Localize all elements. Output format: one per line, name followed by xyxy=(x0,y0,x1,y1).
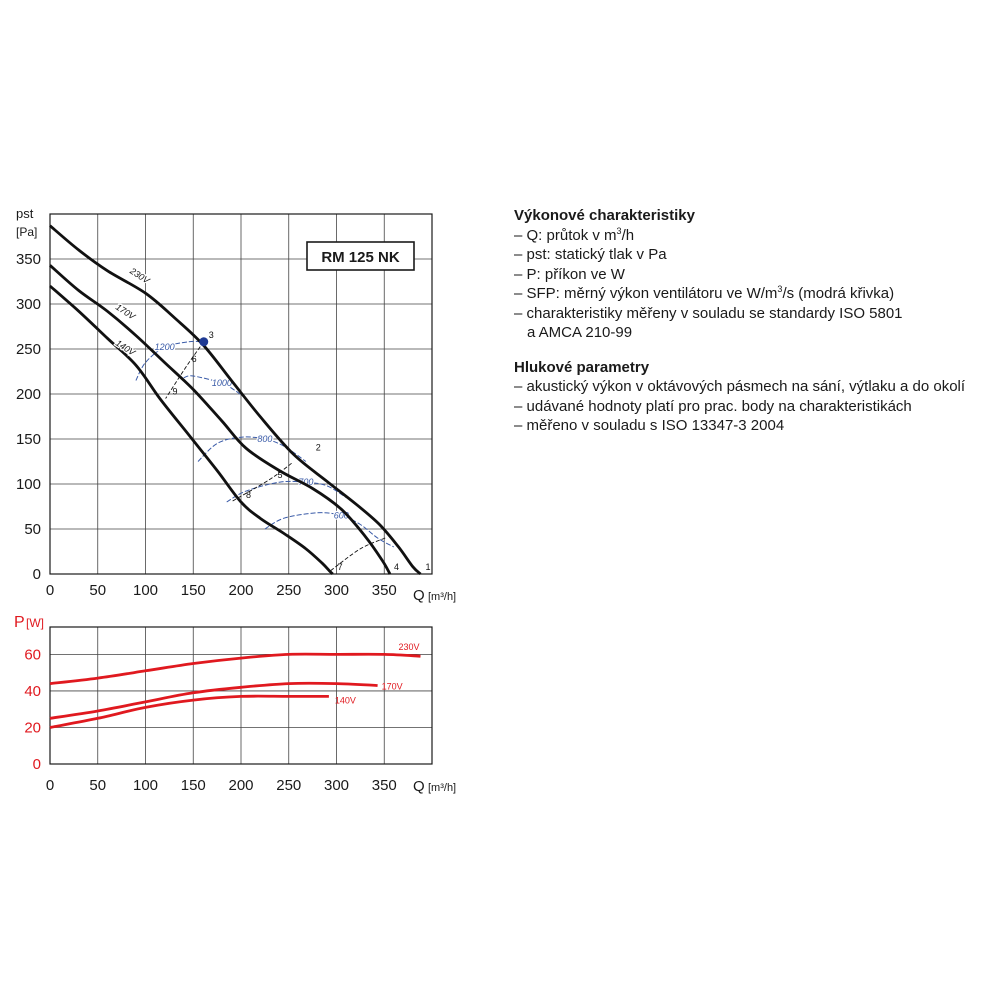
pressure-chart: 0 50 100 150 200 250 300 350 0 50 100 150 200 250 300 3… xyxy=(16,206,456,604)
perf-item-p: – P: příkon ve W xyxy=(514,265,625,283)
x-tick-label: 350 xyxy=(372,777,397,794)
x-tick-label: 200 xyxy=(228,777,253,794)
fan-curve-140v xyxy=(49,284,334,576)
x-tick-label: 100 xyxy=(133,777,158,794)
y-tick-label: 50 xyxy=(24,521,41,538)
point-marker: 8 xyxy=(246,490,251,500)
x-tick-label: 350 xyxy=(372,582,397,599)
fan-curve-170v xyxy=(49,264,392,575)
y-tick-label: 300 xyxy=(16,296,41,313)
sfp-curve xyxy=(226,480,347,503)
y-tick-label: 20 xyxy=(24,719,41,736)
x-tick-label: 0 xyxy=(46,777,54,794)
highlight-point xyxy=(199,337,209,347)
y-axis-unit: [Pa] xyxy=(16,225,37,239)
y-axis-unit: [W] xyxy=(26,616,44,630)
y-axis-label: P xyxy=(14,614,25,631)
plot-frame xyxy=(49,213,433,575)
perf-list: – Q: průtok v m3/h – pst: statický tlak … xyxy=(514,226,994,343)
y-axis-label: pst xyxy=(16,206,34,221)
perf-item-sfp: – SFP: měrný výkon ventilátoru ve W/m3/s… xyxy=(514,284,895,303)
x-tick-label: 150 xyxy=(181,582,206,599)
y-tick-label: 60 xyxy=(24,646,41,663)
noise-list: – akustický výkon v oktávových pásmech n… xyxy=(514,377,994,436)
x-tick-label: 300 xyxy=(324,777,349,794)
power-curve-label: 170V xyxy=(382,681,403,691)
y-tick-label: 150 xyxy=(16,431,41,448)
perf-item-standards-cont: a AMCA 210-99 xyxy=(527,324,633,341)
x-tick-label: 50 xyxy=(89,777,106,794)
point-marker: 5 xyxy=(278,470,283,480)
y-tick-label: 0 xyxy=(33,566,41,583)
sfp-curve xyxy=(264,512,395,548)
noise-item-power: – akustický výkon v oktávových pásmech n… xyxy=(514,378,966,395)
work-line xyxy=(232,462,292,502)
x-tick-label: 200 xyxy=(228,582,253,599)
y-tick-label: 200 xyxy=(16,386,41,403)
point-marker: 7 xyxy=(338,562,343,572)
sfp-label: 1200 xyxy=(155,342,175,352)
x-axis-unit: [m³/h] xyxy=(428,591,456,603)
x-tick-label: 250 xyxy=(276,582,301,599)
info-panel: Výkonové charakteristiky – Q: průtok v m… xyxy=(514,206,994,451)
power-curve-label: 140V xyxy=(335,695,356,705)
sfp-curve xyxy=(183,375,247,399)
perf-item-standards: – charakteristiky měřeny v souladu se st… xyxy=(514,304,903,322)
work-line xyxy=(329,537,386,572)
point-marker: 3 xyxy=(209,330,214,340)
x-tick-label: 100 xyxy=(133,582,158,599)
power-curve-230v xyxy=(49,652,421,685)
x-axis-unit: [m³/h] xyxy=(428,782,456,794)
sfp-label: 800 xyxy=(257,434,272,444)
chart-title: RM 125 NK xyxy=(321,249,400,266)
noise-item-values: – udávané hodnoty platí pro prac. body n… xyxy=(514,397,912,415)
y-tick-label: 40 xyxy=(24,683,41,700)
sfp-label: 700 xyxy=(298,477,313,487)
point-marker: 4 xyxy=(394,562,399,572)
point-marker: 2 xyxy=(316,442,321,452)
y-tick-label: 0 xyxy=(33,756,41,773)
power-curve-140v xyxy=(49,694,329,729)
point-marker: 1 xyxy=(426,562,431,572)
y-tick-label: 100 xyxy=(16,476,41,493)
x-tick-label: 150 xyxy=(181,777,206,794)
x-axis-label: Q xyxy=(413,778,425,795)
fan-curve-230v xyxy=(49,224,422,576)
x-tick-label: 250 xyxy=(276,777,301,794)
point-marker: 9 xyxy=(172,387,177,397)
x-axis-label: Q xyxy=(413,587,425,604)
y-tick-label: 350 xyxy=(16,251,41,268)
perf-item-q: – Q: průtok v m3/h xyxy=(514,225,635,244)
power-curve-label: 230V xyxy=(399,642,420,652)
x-tick-label: 0 xyxy=(46,582,54,599)
power-chart: 0 50 100 150 200 250 300 350 0 20 40 60 P [W] Q [m³/h] 2… xyxy=(14,614,456,795)
sfp-label: 1000 xyxy=(212,378,232,388)
point-marker: 6 xyxy=(192,354,197,364)
noise-title: Hlukové parametry xyxy=(514,358,650,376)
title-box xyxy=(306,241,415,271)
perf-item-pst: – pst: statický tlak v Pa xyxy=(514,246,667,263)
x-tick-label: 300 xyxy=(324,582,349,599)
work-line xyxy=(165,341,205,399)
plot-frame xyxy=(49,626,433,765)
perf-title: Výkonové charakteristiky xyxy=(514,207,695,224)
noise-item-standard: – měřeno v souladu s ISO 13347-3 2004 xyxy=(514,417,785,434)
x-tick-label: 50 xyxy=(89,582,106,599)
y-tick-label: 250 xyxy=(16,341,41,358)
power-curve-170v xyxy=(49,681,378,720)
sfp-curve xyxy=(135,340,203,381)
